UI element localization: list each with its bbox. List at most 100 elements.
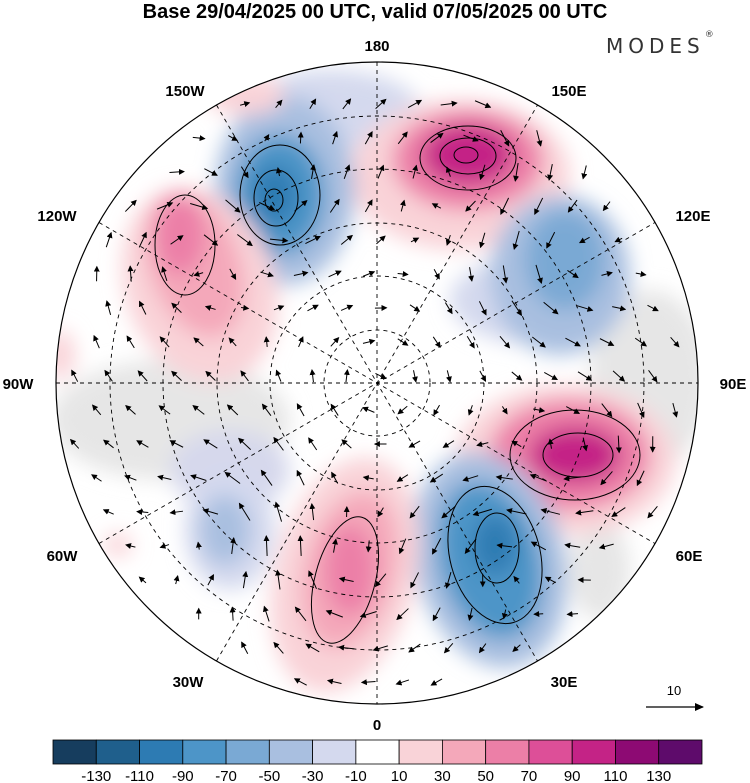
wind-vector-arrow: [478, 643, 487, 654]
wind-vector-arrow: [547, 164, 554, 181]
wind-vector-arrow: [169, 168, 185, 175]
wind-vector-arrow: [190, 203, 209, 210]
wind-vector-arrow: [275, 167, 282, 177]
wind-vector-arrow: [169, 509, 184, 516]
wind-vector-arrow: [242, 570, 249, 589]
wind-vector-arrow: [566, 611, 579, 618]
wind-vector-arrow: [124, 474, 137, 481]
wind-vector-arrow: [463, 134, 479, 142]
brand-registered-mark: ®: [704, 30, 714, 40]
wind-vector-arrow: [326, 678, 342, 685]
wind-vector-arrow: [529, 473, 547, 482]
wind-vector-arrow: [496, 542, 513, 549]
wind-vector-arrow: [190, 474, 207, 481]
colorbar-tick-label: 70: [521, 768, 538, 783]
wind-vector-arrow: [125, 543, 136, 549]
lon-label-30w: 30W: [173, 674, 205, 691]
colorbar-tick-label: 110: [604, 768, 628, 783]
lon-label-60e: 60E: [676, 548, 703, 565]
wind-vector-arrow: [476, 441, 489, 448]
wind-vector-arrow: [136, 440, 149, 448]
wind-vector-arrow: [408, 440, 421, 448]
wind-vector-arrow: [672, 403, 679, 418]
wind-vector-arrow: [377, 507, 384, 518]
contour-alaska-1: [239, 144, 321, 246]
wind-vector-arrow: [228, 135, 238, 141]
wind-vector-arrow: [202, 508, 219, 515]
wind-vector-arrow: [341, 439, 352, 449]
wind-vector-arrow: [410, 237, 420, 244]
wind-vector-arrow: [397, 338, 409, 346]
wind-vector-arrow: [495, 474, 513, 481]
wind-vector-arrow: [501, 406, 508, 415]
wind-vector-arrow: [171, 370, 182, 381]
wind-vector-arrow: [156, 201, 174, 210]
wind-vectors: [69, 98, 680, 686]
wind-vector-arrow: [411, 370, 418, 383]
wind-vector-arrow: [636, 470, 645, 487]
wind-vector-arrow: [71, 369, 79, 382]
wind-vector-arrow: [468, 267, 474, 282]
wind-vector-arrow: [338, 644, 355, 651]
wind-vector-arrow: [171, 302, 182, 313]
colorbar-swatch: [615, 739, 660, 765]
wind-vector-arrow: [601, 403, 613, 418]
wind-vector-arrow: [275, 369, 282, 382]
wind-vector-arrow: [540, 507, 561, 515]
wind-vector-arrow: [602, 201, 611, 212]
wind-vector-arrow: [330, 403, 339, 416]
wind-vector-arrow: [262, 605, 270, 622]
colorbar-tick-labels: -130 -110 -90 -70 -50 -30 -10 10 30 50 70 90 110 130: [81, 768, 671, 783]
wind-vector-arrow: [565, 337, 581, 347]
wind-vector-arrow: [259, 202, 276, 211]
wind-vector-arrow: [193, 337, 204, 347]
colorbar-swatch: [658, 739, 703, 765]
contour-alaska-3: [264, 188, 284, 212]
wind-vector-arrow: [577, 371, 593, 381]
wind-vector-arrow: [340, 304, 354, 311]
wind-vector-arrow: [230, 537, 237, 555]
wind-vector-arrow: [375, 373, 387, 380]
positive-anomaly-west-edge: [56, 330, 75, 380]
wind-vector-arrow: [309, 98, 317, 109]
wind-vector-arrow: [536, 130, 543, 147]
wind-vector-arrow: [647, 304, 659, 312]
wind-vector-arrow: [576, 305, 594, 312]
wind-vector-arrow: [309, 502, 316, 521]
wind-vector-arrow: [328, 270, 342, 278]
positive-anomaly-north-pacific: [205, 75, 285, 115]
wind-vector-arrow: [374, 573, 387, 588]
wind-vector-arrow: [564, 542, 581, 549]
lon-label-90w: 90W: [3, 376, 35, 393]
wind-vector-arrow: [263, 535, 270, 557]
wind-vector-arrow: [173, 574, 180, 585]
wind-vector-arrow: [430, 678, 443, 686]
neutral-region-southeast: [570, 520, 630, 620]
wind-vector-arrow: [332, 538, 338, 553]
wind-vector-arrow: [93, 334, 100, 349]
wind-vector-arrow: [563, 475, 582, 482]
wind-vector-arrow: [441, 505, 456, 519]
wind-vector-arrow: [125, 404, 136, 415]
wind-vector-arrow: [446, 370, 452, 383]
wind-vector-arrow: [396, 474, 409, 482]
lon-label-150w: 150W: [165, 83, 205, 100]
wind-vector-arrow: [398, 538, 407, 555]
wind-vector-arrow: [464, 538, 477, 554]
colorbar-swatch: [52, 739, 97, 765]
wind-vector-arrow: [599, 338, 615, 346]
wind-vector-arrow: [296, 403, 305, 417]
wind-vector-arrow: [670, 336, 680, 348]
wind-vector-arrow: [343, 368, 350, 383]
wind-vector-arrow: [634, 337, 648, 347]
wind-vector-arrow: [408, 643, 421, 653]
wind-vector-arrow: [105, 231, 113, 248]
wind-vector-arrow: [310, 164, 317, 179]
wind-vector-arrow: [269, 237, 289, 244]
map-border: [55, 61, 699, 705]
wind-vector-arrow: [260, 271, 274, 278]
wind-vector-arrow: [372, 645, 388, 652]
wind-vector-arrow: [170, 235, 184, 245]
wind-vector-arrow: [296, 469, 305, 486]
colorbar-swatch: [312, 739, 357, 765]
